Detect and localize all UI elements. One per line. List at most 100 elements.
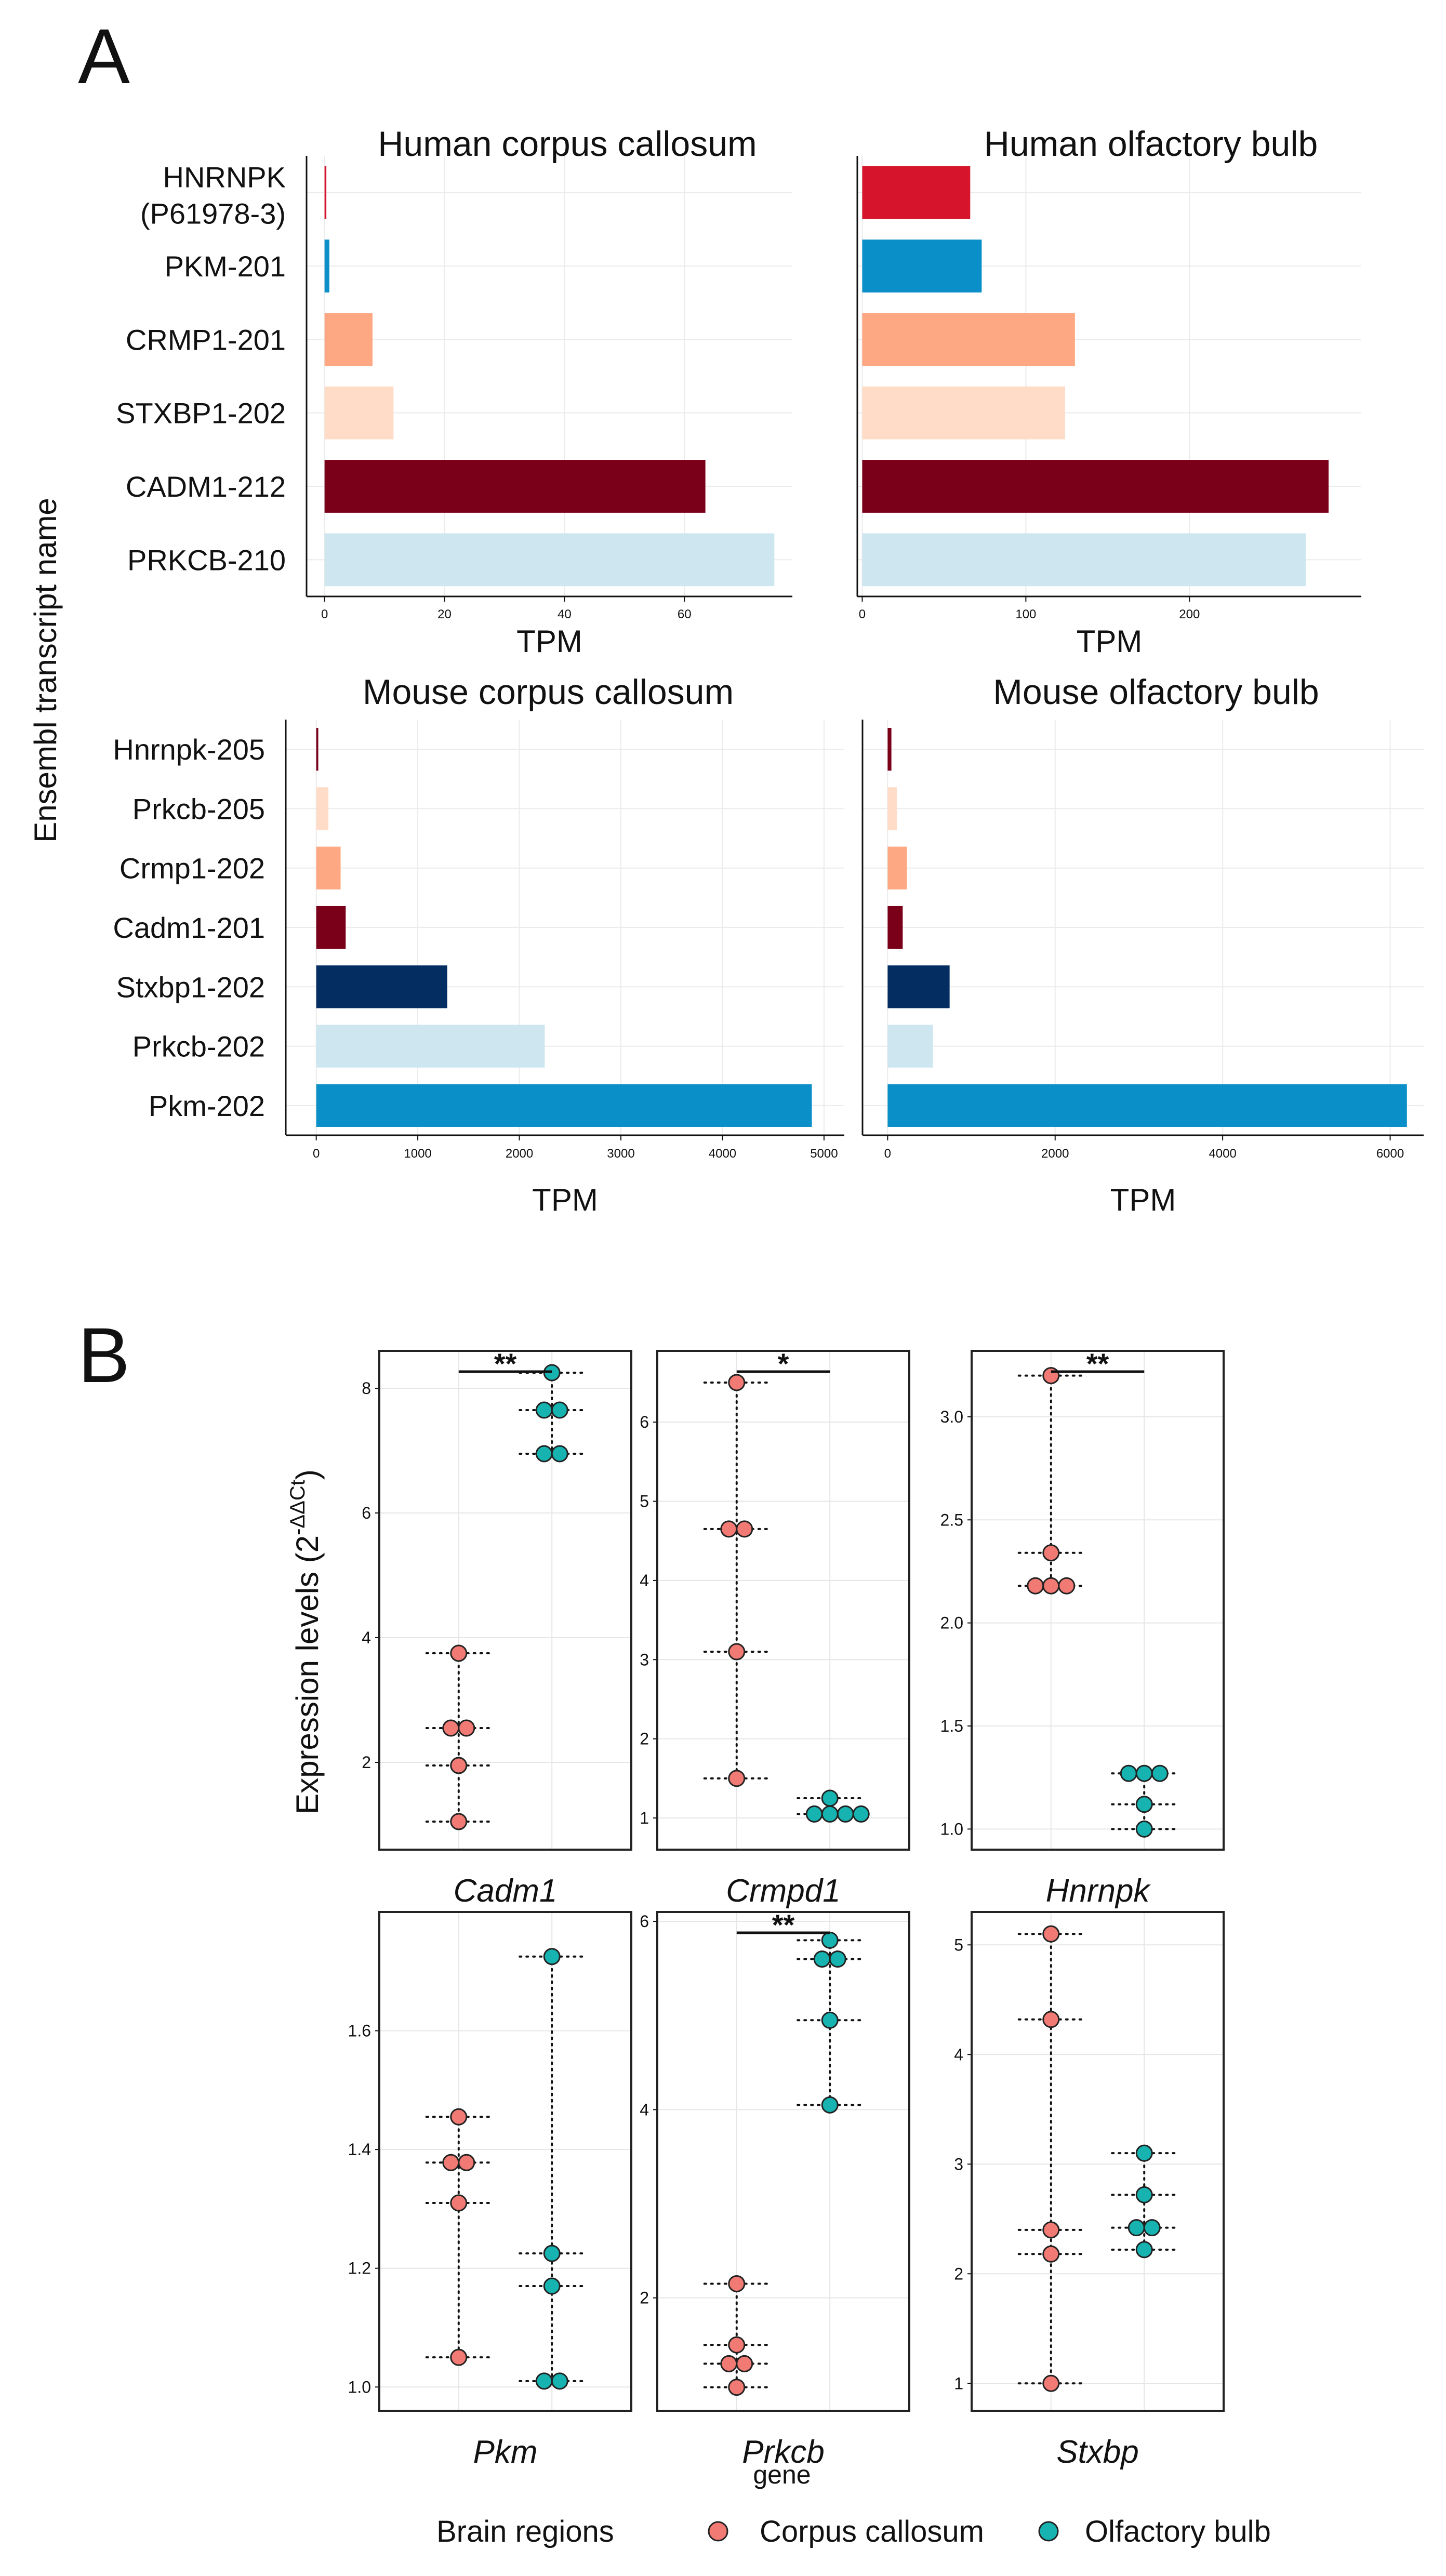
charts: 0 20 40 60HNRNPK(P61978-3)PKM-201CRMP1-201S… [113,124,1424,2470]
x-tick-label: 0 [313,1147,320,1161]
bar [887,965,950,1008]
category-label: CRMP1-201 [126,323,286,356]
y-tick-label: 2 [954,2264,963,2283]
bar [316,1084,812,1127]
data-point [805,1805,823,1823]
panel-b-ylabel-main: Expression levels (2 [290,1535,325,1814]
x-tick-label: 3000 [607,1147,634,1161]
data-point [1135,2186,1153,2203]
x-tick-label: 2000 [1041,1147,1069,1161]
plot-frame [378,1911,632,2412]
category-label: (P61978-3) [140,197,286,230]
y-tick-label: 6 [640,1912,649,1931]
data-point [728,2379,746,2396]
y-tick-label: 1.0 [940,1820,963,1838]
y-tick-label: 3 [954,2155,963,2173]
y-tick-label: 3.0 [940,1407,963,1426]
bar [324,166,327,219]
category-label: PRKCB-210 [127,543,286,576]
chart-title: Human corpus callosum [378,124,757,164]
data-point [551,2372,568,2390]
data-point [837,1805,854,1823]
data-point [551,1445,568,1463]
y-tick-label: 1 [954,2374,963,2393]
bar [316,846,341,889]
bar [316,787,329,830]
data-point [1120,1764,1137,1782]
bar [862,533,1306,587]
y-tick-label: 5 [640,1492,649,1511]
plot-frame [656,1350,910,1851]
y-tick-label: 8 [362,1379,371,1398]
data-point [720,1520,738,1538]
x-tick-label: 0 [321,607,328,621]
bar [324,240,329,293]
y-tick-label: 1.0 [348,2378,371,2396]
data-point [450,1644,468,1662]
significance-label: ** [772,1908,795,1941]
panel-label-a: A [78,12,130,100]
category-label: HNRNPK [163,161,286,194]
y-tick-label: 4 [954,2045,963,2064]
x-tick-label: 60 [678,607,692,621]
y-tick-label: 1.5 [940,1717,963,1735]
bar [862,460,1329,513]
legend: Brain regions Corpus callosum Olfactory … [436,2515,1271,2548]
data-point [1135,1820,1153,1838]
data-point [450,1813,468,1830]
bar [887,1025,933,1068]
dot-plot-pkm: 1.0 1.2 1.4 1.6 Pkm [348,1911,632,2470]
y-tick-label: 3 [640,1650,649,1669]
bar-chart-3: 0 1000 2000 3000 4000 5000 Hnrnpk-205 Prkcb-205… [113,672,844,1217]
panel-a-ylabel: Ensembl transcript name [28,498,63,843]
y-tick-label: 6 [640,1413,649,1431]
data-point [728,1374,746,1391]
data-point [458,2154,475,2171]
data-point [736,2355,753,2372]
x-axis-title: TPM [532,1183,598,1217]
data-point [1135,2241,1153,2259]
data-point [535,2372,553,2390]
category-label: Prkcb-205 [132,792,265,825]
data-point [1042,2245,1060,2263]
y-tick-label: 2 [362,1753,371,1772]
x-tick-label: 20 [437,607,452,621]
category-label: CADM1-212 [126,470,286,503]
bar [862,386,1065,440]
data-point [821,1789,839,1807]
y-tick-label: 1 [640,1809,649,1827]
data-point [458,1719,475,1737]
data-point [1058,1577,1076,1595]
y-tick-label: 1.4 [348,2140,371,2159]
x-tick-label: 1000 [404,1147,431,1161]
data-point [821,1805,839,1823]
bar [887,906,903,949]
data-point [1042,2374,1060,2392]
bar [316,728,319,771]
data-point [551,1401,568,1419]
bar [862,313,1075,366]
y-tick-label: 4 [640,2100,649,2119]
data-point [1042,2011,1060,2028]
x-tick-label: 2000 [506,1147,533,1161]
data-point [1042,1367,1060,1385]
plot-frame [656,1911,910,2412]
panel-b-xlabel: gene [753,2460,811,2489]
data-point [736,1520,753,1538]
data-point [535,1401,553,1419]
bar [324,386,394,440]
category-label: PKM-201 [165,250,286,283]
data-point [1143,2219,1161,2237]
bar-chart-2: 0 100 200 Human olfactory bulb TPM [856,124,1361,659]
x-tick-label: 6000 [1376,1147,1404,1161]
data-point [1042,1544,1060,1562]
legend-dot-corpus-callosum [708,2521,728,2542]
gene-label: Hnrnpk [1046,1873,1151,1909]
dot-plot-prkcb: 2 4 6 ** Prkcb [640,1908,910,2470]
y-tick-label: 1.6 [348,2022,371,2040]
data-point [728,1770,746,1787]
data-point [728,2336,746,2354]
data-point [1151,1764,1169,1782]
